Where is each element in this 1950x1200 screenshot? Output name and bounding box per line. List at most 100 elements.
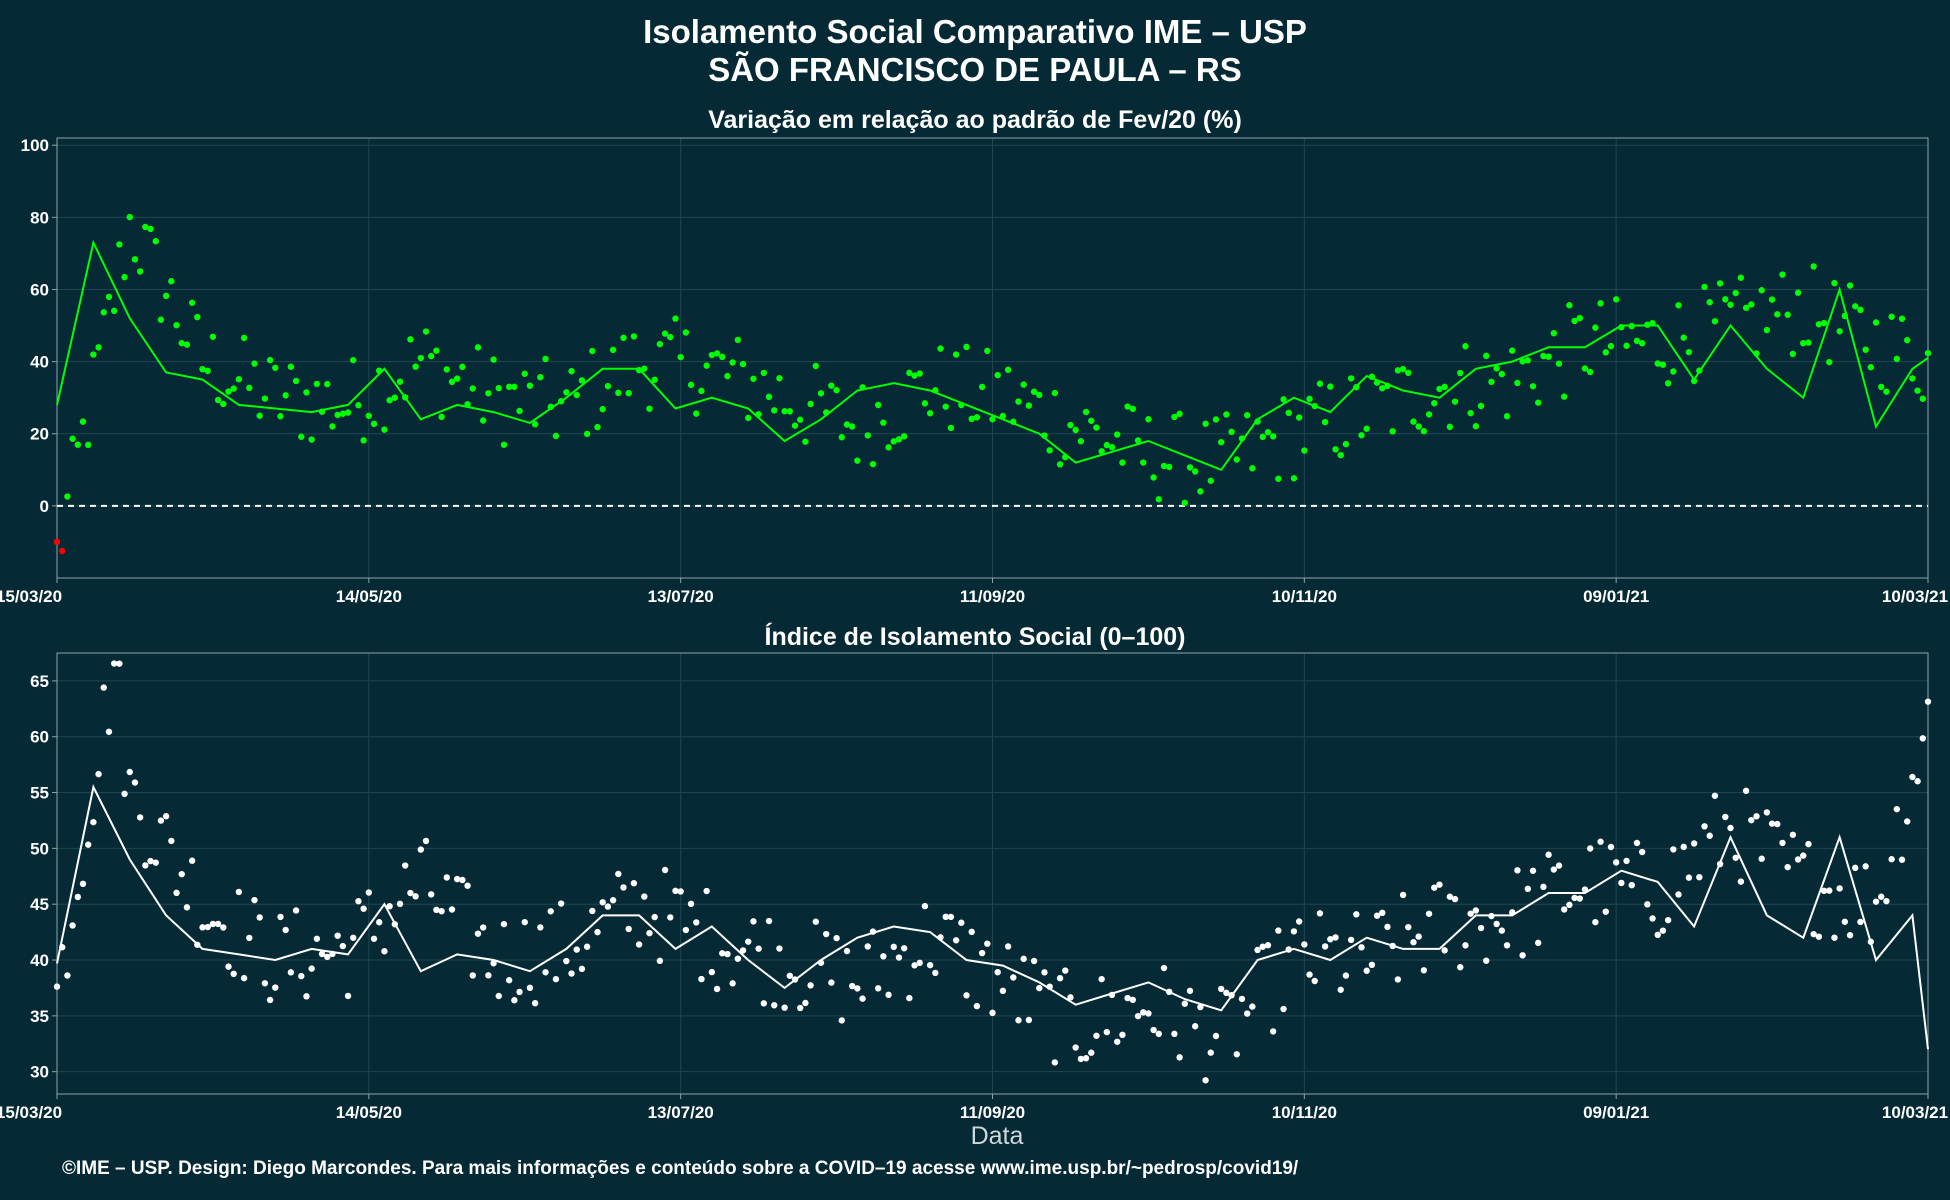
data-point [1394, 976, 1402, 983]
data-point [1134, 1012, 1142, 1020]
data-point [443, 874, 450, 881]
data-point [1140, 1009, 1147, 1016]
data-point [1904, 336, 1911, 344]
data-point [287, 363, 295, 370]
data-point [583, 430, 591, 438]
data-point [776, 375, 783, 382]
data-point [1586, 845, 1594, 852]
data-point [1800, 339, 1807, 347]
data-point [745, 414, 752, 422]
data-point [573, 946, 580, 953]
data-point [1399, 891, 1407, 899]
data-point [1129, 996, 1137, 1004]
data-point [1405, 369, 1412, 377]
data-point [771, 407, 778, 414]
data-point [64, 493, 71, 500]
data-point [168, 277, 175, 285]
index-panel: 30 35 40 45 50 55 60 65 15/03/20 14/05/20 13/07/20… [0, 652, 1948, 1122]
data-point [1446, 893, 1454, 900]
data-point [417, 846, 425, 853]
data-point [1919, 735, 1927, 742]
y-tick-label: 20 [30, 425, 49, 444]
data-point [812, 362, 819, 370]
data-point [490, 960, 497, 967]
data-point [672, 315, 679, 322]
data-point [350, 356, 357, 364]
data-point [1207, 1049, 1214, 1056]
data-point [407, 336, 414, 343]
data-point [984, 347, 991, 355]
moving-average-line [56, 239, 1929, 472]
data-point [578, 377, 586, 384]
y-tick-label: 0 [40, 497, 49, 516]
data-point [225, 963, 232, 970]
data-point [646, 929, 653, 937]
x-tick-label: 11/09/20 [960, 587, 1025, 606]
data-point [635, 941, 643, 948]
data-point [760, 1000, 768, 1007]
data-point [630, 333, 638, 340]
data-point [110, 660, 118, 667]
data-point [1831, 934, 1838, 941]
data-point [412, 893, 419, 900]
data-point [1904, 818, 1911, 825]
data-point [1493, 920, 1500, 928]
data-point [1836, 885, 1843, 892]
data-point [303, 993, 310, 1000]
data-point [1462, 343, 1469, 350]
data-point [110, 307, 118, 315]
data-point [672, 887, 679, 895]
data-point [1285, 409, 1292, 417]
data-point [1519, 952, 1526, 959]
data-point [1909, 375, 1916, 382]
data-point [162, 813, 170, 820]
data-point [136, 268, 144, 275]
data-point [1368, 961, 1376, 969]
data-point [282, 926, 289, 934]
x-tick-label: 10/03/21 [1882, 587, 1948, 606]
data-point [1088, 1049, 1095, 1056]
y-tick-label: 65 [30, 672, 49, 691]
data-point [1555, 360, 1563, 367]
data-point [1347, 375, 1355, 382]
data-point [350, 934, 357, 941]
data-point [916, 959, 923, 967]
data-point [1535, 939, 1542, 947]
data-point [1919, 395, 1927, 402]
data-point [142, 862, 149, 869]
data-point [469, 385, 476, 392]
data-point [1259, 433, 1266, 441]
data-point [937, 345, 944, 352]
data-point [1332, 446, 1339, 453]
data-point [1535, 399, 1542, 406]
data-point [168, 837, 175, 845]
data-point [1670, 846, 1677, 853]
data-point [703, 887, 710, 895]
data-point [578, 965, 586, 973]
data-point [1145, 1010, 1152, 1017]
data-point [516, 988, 523, 996]
data-point [838, 434, 845, 441]
data-point [719, 950, 726, 957]
data-point [1716, 280, 1724, 287]
data-point [531, 421, 539, 428]
data-point [1560, 393, 1568, 400]
data-point [874, 401, 882, 409]
data-point [1072, 426, 1079, 434]
data-point [422, 837, 430, 845]
data-point [479, 924, 487, 931]
data-point [1150, 474, 1157, 481]
data-point [999, 987, 1007, 995]
data-point [178, 870, 185, 878]
data-point [266, 356, 274, 364]
data-point [1425, 910, 1433, 917]
data-point [693, 410, 700, 417]
data-point [1810, 930, 1817, 938]
data-point [329, 423, 336, 430]
data-point [298, 433, 305, 440]
data-point [750, 375, 757, 382]
data-point [1779, 839, 1786, 847]
data-point [1431, 400, 1438, 407]
data-point [308, 436, 315, 443]
data-point [1249, 1003, 1256, 1010]
